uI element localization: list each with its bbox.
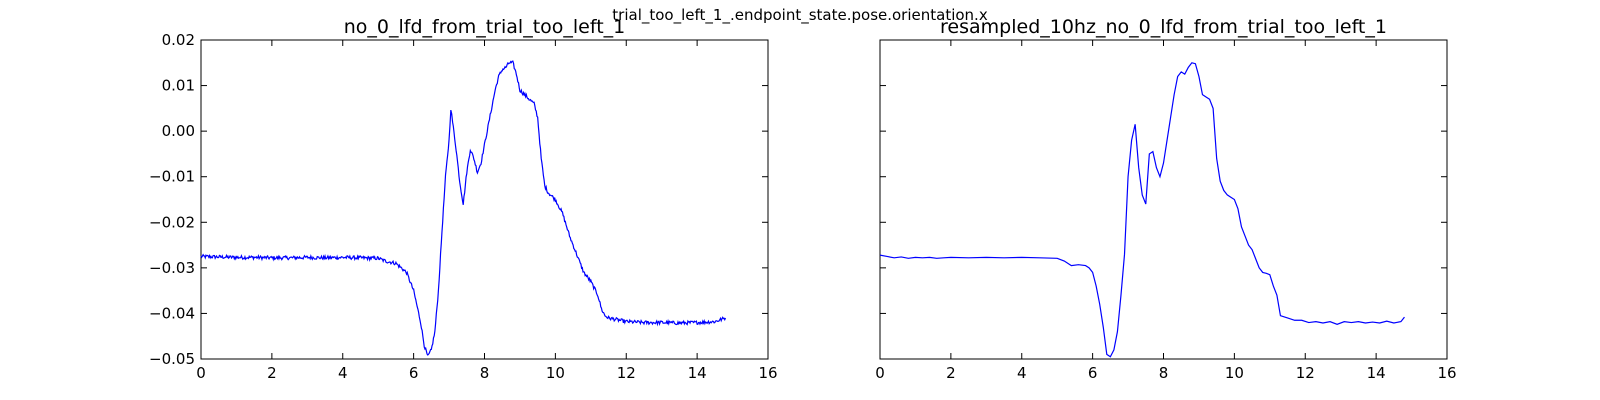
- x-tick-label: 14: [1367, 364, 1386, 382]
- x-tick-label: 12: [1296, 364, 1315, 382]
- x-tick-label: 4: [1017, 364, 1027, 382]
- y-tick-label: 0.01: [162, 77, 195, 95]
- y-tick-label: 0.00: [162, 122, 195, 140]
- axes-frame: [879, 39, 1448, 360]
- x-tick-label: 8: [1159, 364, 1169, 382]
- x-tick-label: 6: [409, 364, 419, 382]
- y-tick-label: −0.01: [149, 168, 195, 186]
- chart-title: resampled_10hz_no_0_lfd_from_trial_too_l…: [940, 16, 1387, 38]
- series-line: [879, 62, 1405, 358]
- x-tick-label: 2: [267, 364, 277, 382]
- series-line: [200, 60, 727, 356]
- x-tick-label: 16: [758, 364, 777, 382]
- x-tick-label: 0: [196, 364, 206, 382]
- x-tick-label: 6: [1088, 364, 1098, 382]
- chart-title: no_0_lfd_from_trial_too_left_1: [344, 16, 626, 38]
- x-tick-label: 10: [1225, 364, 1244, 382]
- axes-frame: [200, 39, 769, 360]
- left-subplot: no_0_lfd_from_trial_too_left_1 0 2 4 6 8 10 12 1…: [149, 16, 778, 382]
- figure-suptitle: trial_too_left_1_.endpoint_state.pose.or…: [612, 6, 988, 24]
- x-tick-label: 8: [480, 364, 490, 382]
- x-tick-label: 2: [946, 364, 956, 382]
- y-tick-label: −0.04: [149, 304, 195, 322]
- x-tick-label: 14: [688, 364, 707, 382]
- x-tick-label: 10: [546, 364, 565, 382]
- y-tick-label: −0.03: [149, 259, 195, 277]
- x-tick-label: 16: [1437, 364, 1456, 382]
- x-tick-label: 4: [338, 364, 348, 382]
- y-tick-label: 0.02: [162, 31, 195, 49]
- y-tick-label: −0.02: [149, 213, 195, 231]
- y-tick-label: −0.05: [149, 350, 195, 368]
- x-tick-label: 0: [875, 364, 885, 382]
- x-tick-label: 12: [617, 364, 636, 382]
- right-subplot: resampled_10hz_no_0_lfd_from_trial_too_l…: [875, 16, 1456, 382]
